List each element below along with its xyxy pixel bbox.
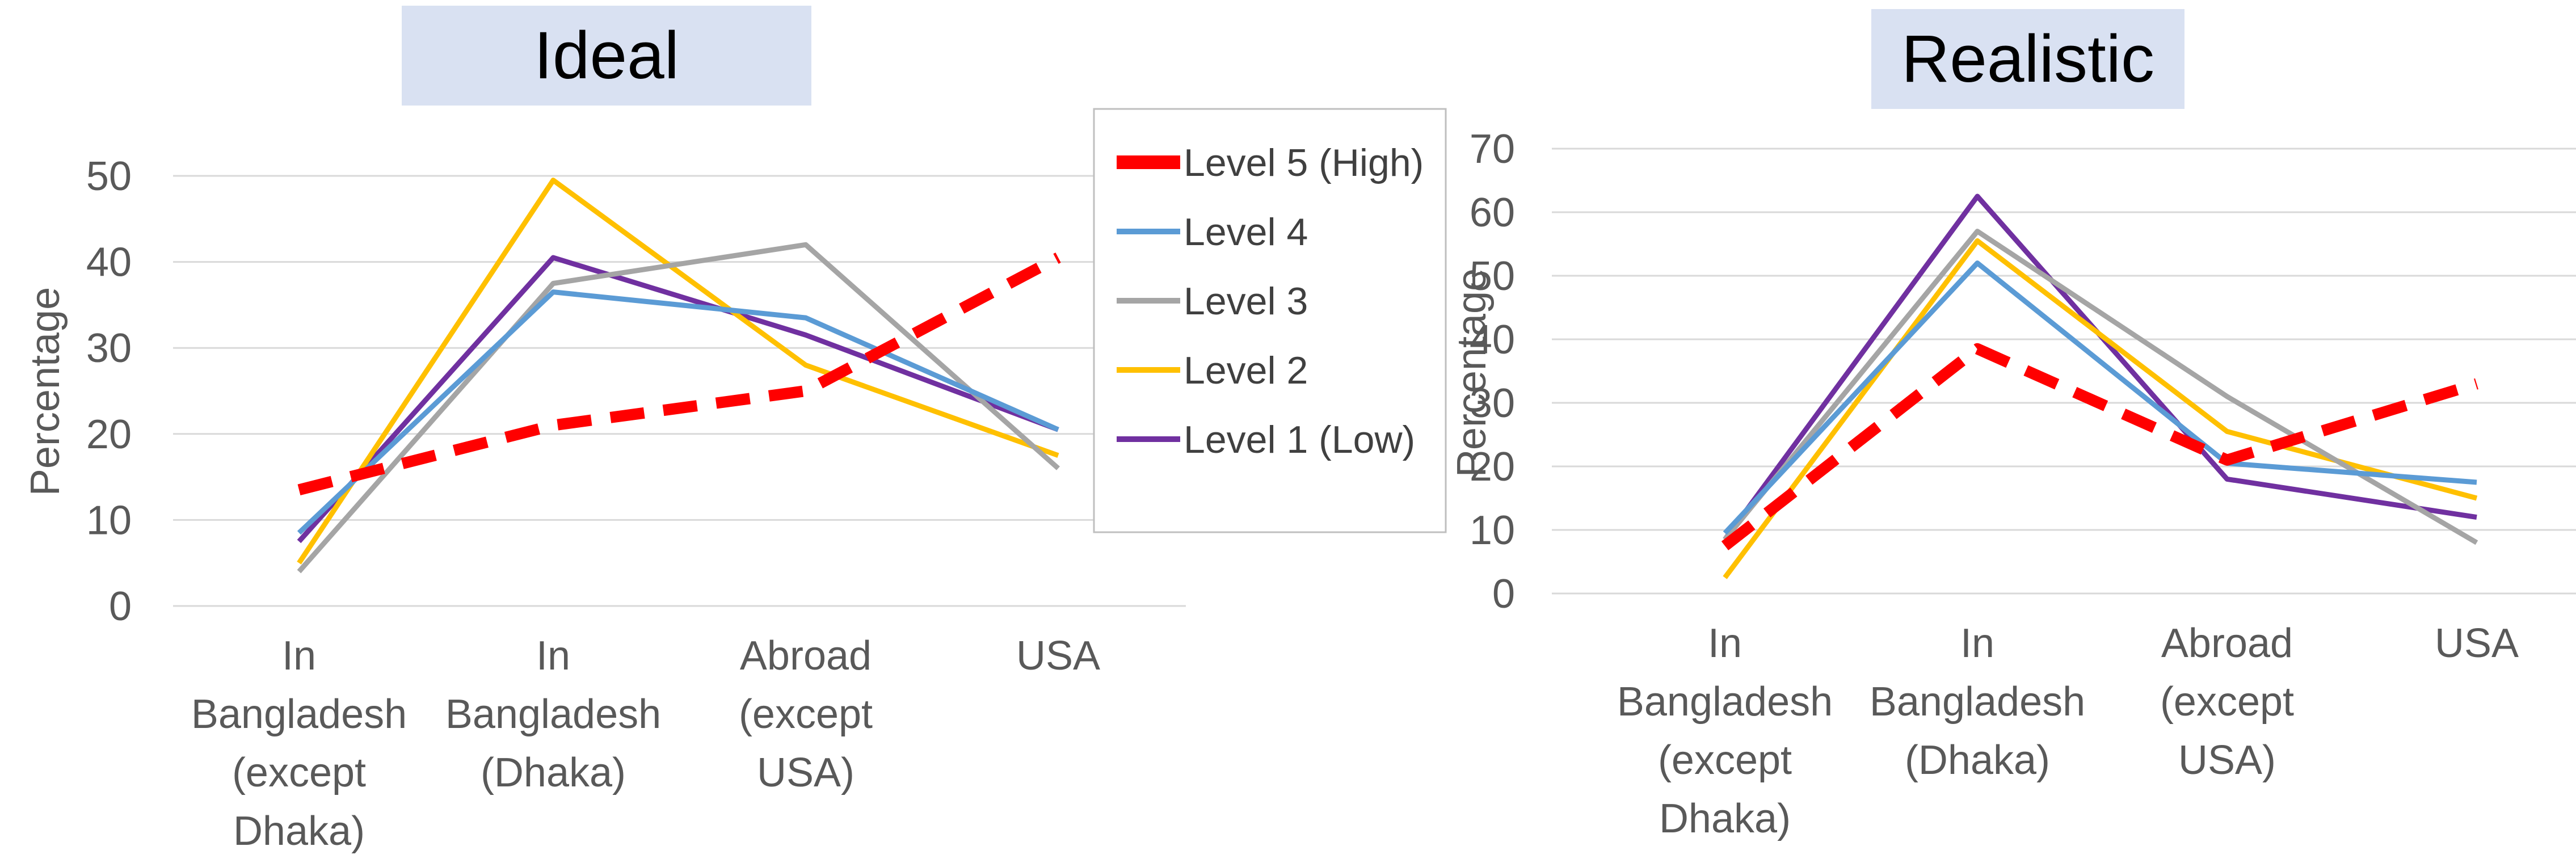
- ideal-y-tick-label: 10: [86, 498, 132, 543]
- ideal-chart-title: Ideal: [534, 18, 679, 93]
- realistic-y-tick-label: 10: [1470, 508, 1515, 553]
- ideal-x-category-label: (except: [232, 750, 366, 795]
- ideal-y-axis-label: Percentage: [23, 287, 68, 496]
- realistic-chart: Realistic Percentage 0 10 20 30 40 50 60 70 In B…: [1449, 9, 2576, 841]
- ideal-series-level-1-low: [297, 255, 1059, 544]
- realistic-y-ticks: 0 10 20 30 40 50 60 70: [1470, 127, 1515, 617]
- legend-label-level-3: Level 3: [1184, 280, 1308, 323]
- ideal-title-box: [402, 6, 811, 106]
- legend-frame: [1093, 108, 1447, 533]
- realistic-series-level-5-high: [1721, 343, 2478, 550]
- realistic-gridlines: [1552, 148, 2576, 595]
- ideal-x-category-label: Bangladesh: [191, 692, 407, 737]
- ideal-y-tick-label: 40: [86, 240, 132, 285]
- realistic-y-tick-label: 50: [1470, 254, 1515, 299]
- ideal-series-level-5-high: [297, 252, 1061, 496]
- ideal-y-tick-label: 30: [86, 326, 132, 371]
- realistic-x-category-label: In: [1708, 621, 1742, 666]
- ideal-y-tick-label: 20: [86, 412, 132, 457]
- realistic-series-lines: [1721, 193, 2478, 579]
- ideal-chart: Ideal Percentage 0 10 20 30 40 50 In Banglades…: [23, 6, 1186, 854]
- realistic-x-category-label: (Dhaka): [1905, 738, 2050, 783]
- realistic-series-level-4: [1723, 260, 2477, 535]
- realistic-x-category-label: (except: [1658, 738, 1792, 783]
- ideal-x-category-label: Abroad: [740, 633, 872, 679]
- realistic-y-tick-label: 40: [1470, 317, 1515, 363]
- realistic-series-level-3: [1723, 229, 2478, 545]
- realistic-y-tick-label: 60: [1470, 190, 1515, 235]
- ideal-series-level-4: [297, 289, 1059, 535]
- legend-label-level-4: Level 4: [1184, 211, 1308, 254]
- realistic-x-categories: In Bangladesh (except Dhaka) In Bangladesh (Dh…: [1617, 621, 2519, 841]
- legend-label-level-5-high: Level 5 (High): [1184, 141, 1424, 184]
- realistic-y-tick-label: 30: [1470, 381, 1515, 426]
- ideal-y-tick-label: 50: [86, 154, 132, 199]
- ideal-series-lines: [297, 178, 1061, 574]
- ideal-x-category-label: USA: [1016, 633, 1100, 679]
- realistic-x-category-label: Abroad: [2161, 621, 2293, 666]
- ideal-series-level-3: [297, 242, 1060, 574]
- realistic-chart-title: Realistic: [1901, 22, 2154, 96]
- realistic-x-category-label: USA): [2178, 738, 2276, 783]
- ideal-x-category-label: Dhaka): [233, 809, 365, 854]
- realistic-x-category-label: USA: [2435, 621, 2519, 666]
- legend: Level 5 (High) Level 4 Level 3 Level 2 Level…: [1093, 108, 1447, 533]
- realistic-x-category-label: In: [1960, 621, 1994, 666]
- ideal-y-tick-label: 0: [109, 584, 132, 629]
- ideal-x-category-label: (Dhaka): [481, 750, 626, 795]
- realistic-y-tick-label: 20: [1470, 444, 1515, 490]
- realistic-series-level-1-low: [1723, 193, 2477, 541]
- ideal-y-ticks: 0 10 20 30 40 50: [86, 154, 132, 629]
- realistic-x-category-label: (except: [2160, 679, 2294, 725]
- ideal-x-category-label: Bangladesh: [445, 692, 661, 737]
- ideal-x-category-label: USA): [757, 750, 855, 795]
- realistic-x-category-label: Dhaka): [1659, 796, 1791, 841]
- legend-label-level-1-low: Level 1 (Low): [1184, 418, 1415, 461]
- ideal-x-category-label: In: [282, 633, 316, 679]
- ideal-x-categories: In Bangladesh (except Dhaka) In Bangladesh (Dh…: [191, 633, 1100, 854]
- realistic-series-level-2: [1723, 238, 2478, 579]
- realistic-title-box: [1871, 9, 2184, 109]
- realistic-x-category-label: Bangladesh: [1617, 679, 1833, 725]
- realistic-x-category-label: Bangladesh: [1870, 679, 2085, 725]
- realistic-y-axis-label: Percentage: [1449, 268, 1495, 477]
- realistic-y-tick-label: 70: [1470, 127, 1515, 172]
- legend-label-level-2: Level 2: [1184, 349, 1308, 392]
- ideal-x-category-label: In: [536, 633, 570, 679]
- ideal-series-level-2: [297, 178, 1059, 565]
- ideal-x-category-label: (except: [739, 692, 873, 737]
- realistic-y-tick-label: 0: [1492, 571, 1515, 617]
